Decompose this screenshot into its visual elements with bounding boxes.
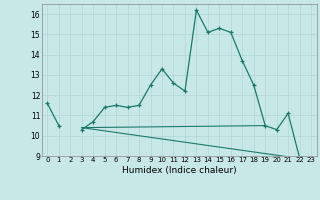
X-axis label: Humidex (Indice chaleur): Humidex (Indice chaleur) xyxy=(122,166,236,175)
